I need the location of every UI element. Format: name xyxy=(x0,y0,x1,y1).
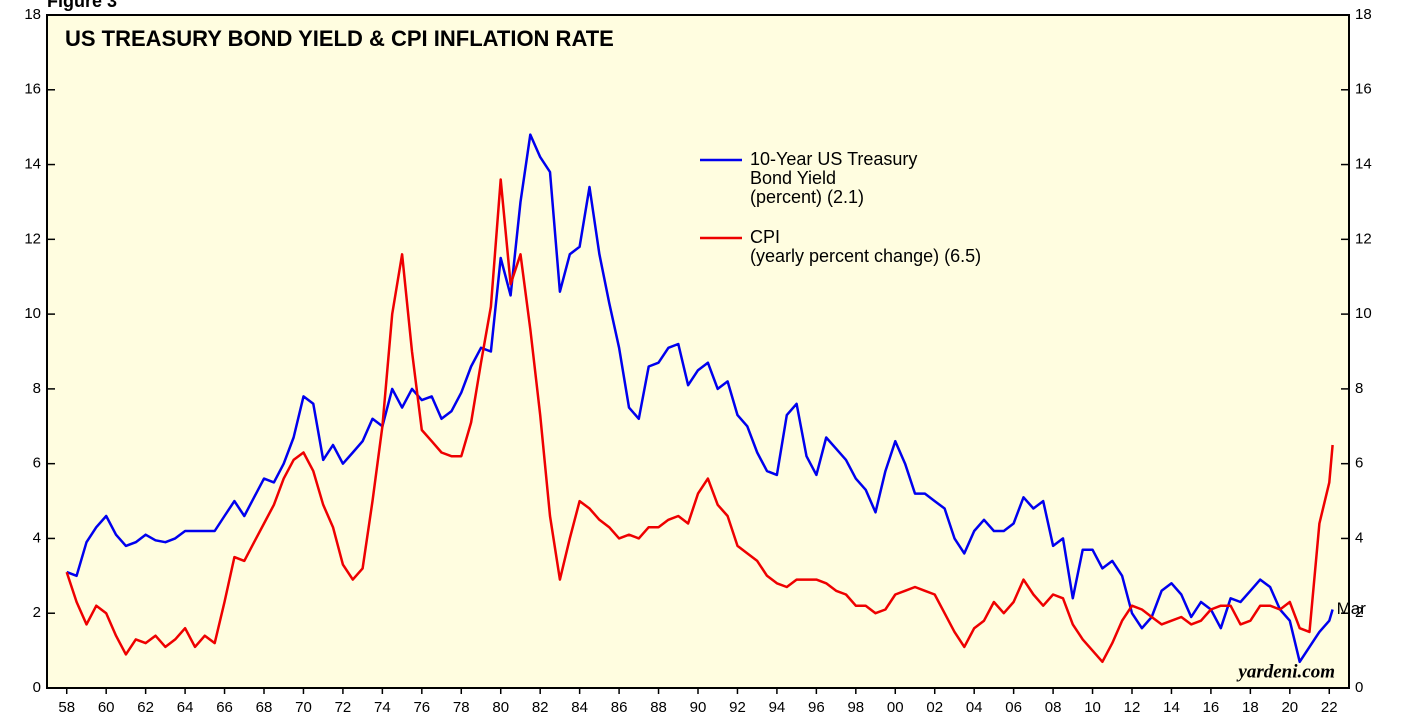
figure-label: Figure 3 xyxy=(47,0,117,11)
x-tick-label: 98 xyxy=(847,699,864,716)
x-tick-label: 96 xyxy=(808,699,825,716)
x-tick-label: 06 xyxy=(1005,699,1022,716)
x-tick-label: 88 xyxy=(650,699,667,716)
y-tick-label: 18 xyxy=(24,6,41,23)
series-line xyxy=(65,178,1334,664)
x-tick-label: 78 xyxy=(453,699,470,716)
x-tick-label: 76 xyxy=(413,699,430,716)
x-tick-label: 92 xyxy=(729,699,746,716)
legend-label: CPI xyxy=(750,227,780,247)
x-tick-label: 22 xyxy=(1321,699,1338,716)
y2-tick-label: 18 xyxy=(1355,6,1372,23)
y-tick-label: 14 xyxy=(24,156,41,173)
y-tick-label: 16 xyxy=(24,81,41,98)
x-tick-label: 18 xyxy=(1242,699,1259,716)
y2-tick-label: 0 xyxy=(1355,679,1363,696)
chart-title: US TREASURY BOND YIELD & CPI INFLATION R… xyxy=(65,26,614,51)
x-tick-label: 84 xyxy=(571,699,588,716)
x-tick-label: 08 xyxy=(1045,699,1062,716)
y2-tick-label: 10 xyxy=(1355,305,1372,322)
plot-area xyxy=(47,15,1349,688)
x-tick-label: 12 xyxy=(1124,699,1141,716)
y2-tick-label: 14 xyxy=(1355,156,1372,173)
y2-tick-label: 4 xyxy=(1355,529,1363,546)
last-month-label: Mar xyxy=(1337,599,1367,618)
y-tick-label: 12 xyxy=(24,230,41,247)
x-tick-label: 04 xyxy=(966,699,983,716)
legend-label: (yearly percent change) (6.5) xyxy=(750,246,981,266)
x-tick-label: 20 xyxy=(1281,699,1298,716)
legend-label: (percent) (2.1) xyxy=(750,187,864,207)
x-tick-label: 80 xyxy=(492,699,509,716)
x-tick-label: 62 xyxy=(137,699,154,716)
y-tick-label: 4 xyxy=(33,529,41,546)
x-tick-label: 14 xyxy=(1163,699,1180,716)
y-tick-label: 6 xyxy=(33,455,41,472)
x-tick-label: 82 xyxy=(532,699,549,716)
y2-tick-label: 8 xyxy=(1355,380,1363,397)
x-tick-label: 72 xyxy=(335,699,352,716)
x-tick-label: 02 xyxy=(926,699,943,716)
y2-tick-label: 16 xyxy=(1355,81,1372,98)
x-tick-label: 94 xyxy=(769,699,786,716)
x-tick-label: 70 xyxy=(295,699,312,716)
y2-tick-label: 6 xyxy=(1355,455,1363,472)
y2-tick-label: 2 xyxy=(1355,604,1363,621)
plot-frame xyxy=(46,14,1350,689)
x-tick-label: 86 xyxy=(611,699,628,716)
y-tick-label: 8 xyxy=(33,380,41,397)
y2-tick-label: 12 xyxy=(1355,230,1372,247)
x-tick-label: 90 xyxy=(690,699,707,716)
legend-label: Bond Yield xyxy=(750,168,836,188)
x-tick-label: 60 xyxy=(98,699,115,716)
x-tick-label: 58 xyxy=(58,699,75,716)
source: yardeni.com xyxy=(1236,661,1335,682)
y-tick-label: 2 xyxy=(33,604,41,621)
x-tick-label: 74 xyxy=(374,699,391,716)
x-tick-label: 64 xyxy=(177,699,194,716)
x-tick-label: 10 xyxy=(1084,699,1101,716)
x-tick-label: 00 xyxy=(887,699,904,716)
x-tick-label: 68 xyxy=(256,699,273,716)
series-line xyxy=(66,133,1334,664)
y-tick-label: 10 xyxy=(24,305,41,322)
x-tick-label: 16 xyxy=(1203,699,1220,716)
x-tick-label: 66 xyxy=(216,699,233,716)
legend-label: 10-Year US Treasury xyxy=(750,149,917,169)
y-tick-label: 0 xyxy=(33,679,41,696)
